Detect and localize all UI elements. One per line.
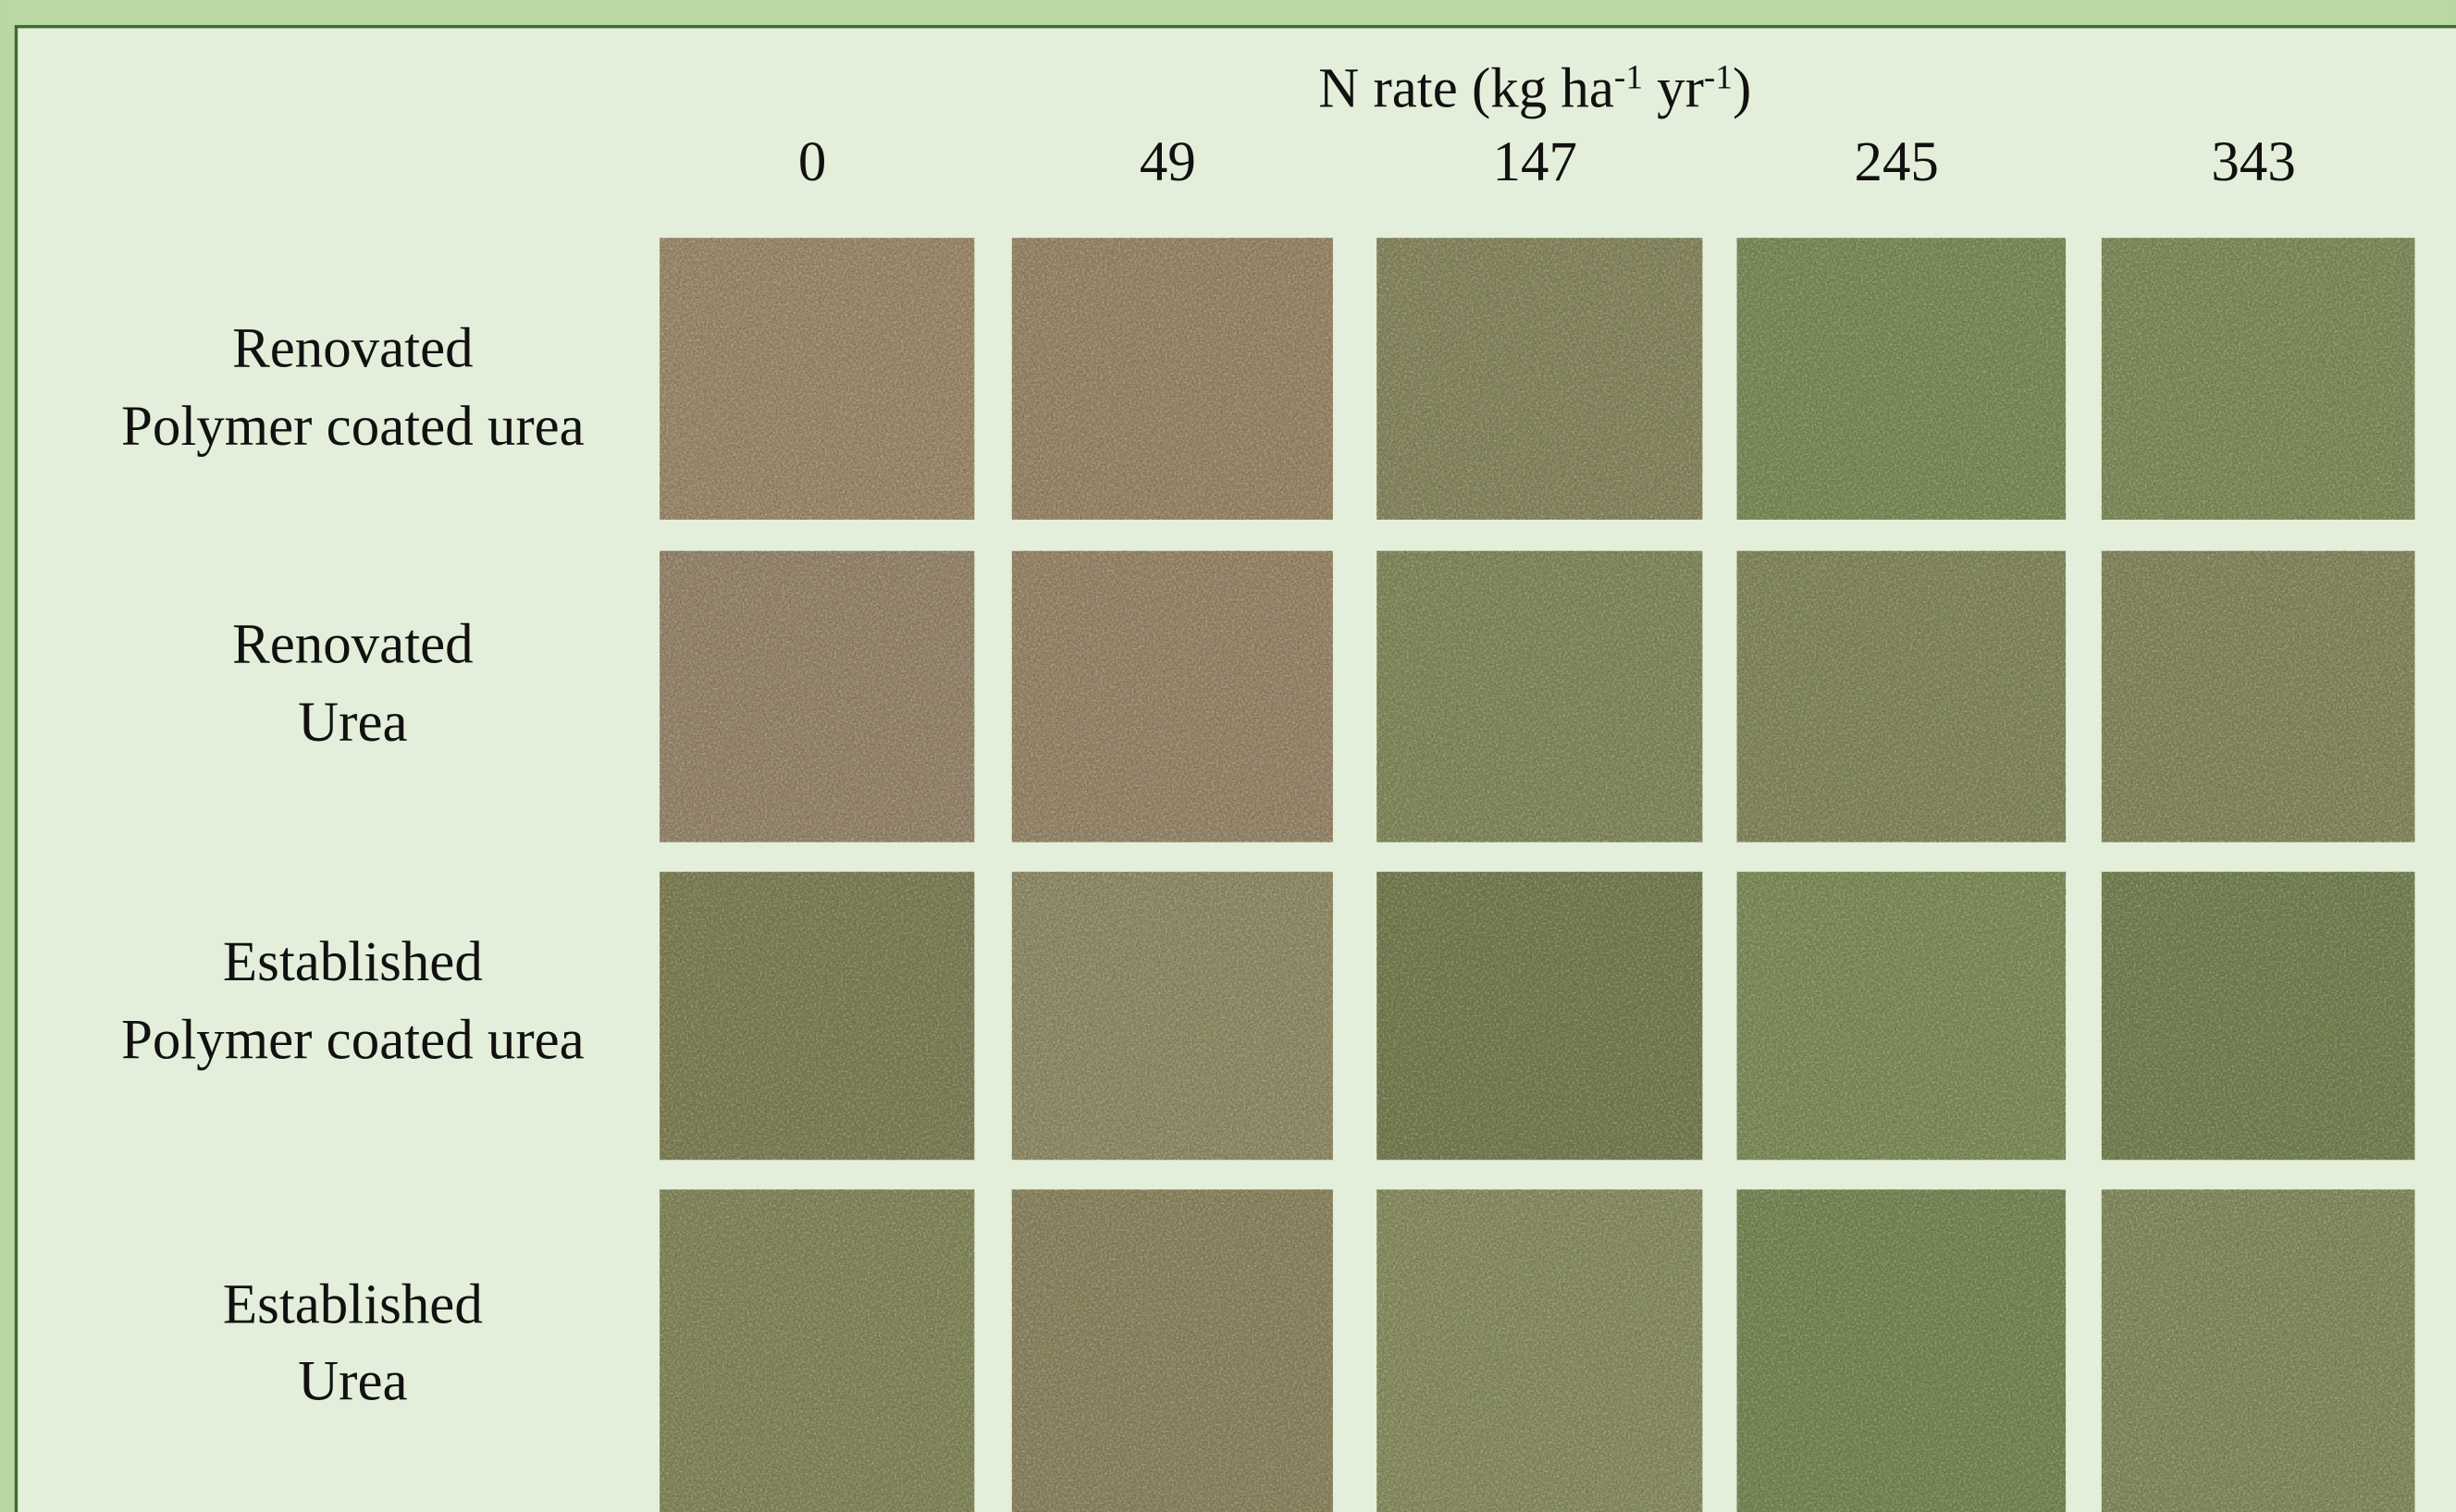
turf-highlight: [1012, 1189, 1333, 1512]
superscript: -1: [1704, 58, 1733, 96]
row-label: Urea: [298, 692, 407, 754]
turf-highlight: [1012, 238, 1333, 520]
turf-highlight: [1737, 1189, 2066, 1512]
turf-highlight: [660, 238, 974, 520]
turf-highlight: [1376, 551, 1702, 842]
column-label: 343: [2211, 131, 2295, 193]
turf-highlight: [2102, 551, 2415, 842]
column-label: 245: [1855, 131, 1939, 193]
column-label: 0: [798, 131, 826, 193]
row-label: Urea: [298, 1351, 407, 1413]
turf-highlight: [660, 1189, 974, 1512]
row-label: Renovated: [232, 613, 474, 675]
turf-highlight: [2102, 238, 2415, 520]
header-text: ): [1733, 58, 1751, 120]
turf-highlight: [1737, 238, 2066, 520]
row-label: Polymer coated urea: [121, 396, 585, 458]
row-label: Polymer coated urea: [121, 1010, 585, 1072]
turf-highlight: [1737, 872, 2066, 1160]
header-text: N rate (kg ha: [1318, 58, 1614, 120]
turf-highlight: [2102, 872, 2415, 1160]
turf-highlight: [1376, 1189, 1702, 1512]
turf-highlight: [1376, 238, 1702, 520]
photo-grid: [660, 238, 2414, 1512]
turf-highlight: [1737, 551, 2066, 842]
row-label: Renovated: [232, 317, 474, 379]
turf-highlight: [660, 551, 974, 842]
column-label: 147: [1493, 131, 1577, 193]
row-label: Established: [223, 1274, 483, 1336]
column-label: 49: [1140, 131, 1196, 193]
page: N rate (kg ha-1 yr-1) 049147245343Renova…: [0, 0, 2456, 1512]
figure: N rate (kg ha-1 yr-1) 049147245343Renova…: [0, 0, 2456, 1512]
header-text: yr: [1643, 58, 1704, 120]
turf-highlight: [2102, 1189, 2415, 1512]
turf-highlight: [660, 872, 974, 1160]
row-label: Established: [223, 931, 483, 993]
header-label: N rate (kg ha-1 yr-1): [1318, 58, 1751, 120]
turf-highlight: [1376, 872, 1702, 1160]
turf-highlight: [1012, 872, 1333, 1160]
turf-highlight: [1012, 551, 1333, 842]
superscript: -1: [1614, 58, 1643, 96]
